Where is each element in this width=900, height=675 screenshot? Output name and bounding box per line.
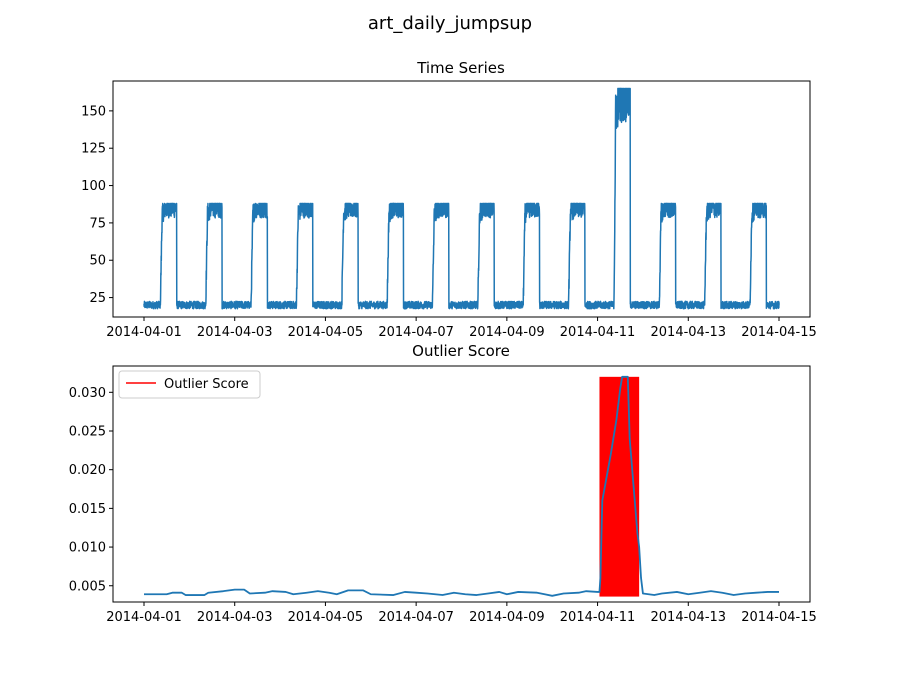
outlier-region: [599, 376, 640, 597]
outlier-score-x-tick-label: 2014-04-01: [106, 610, 182, 625]
outlier-score-x-ticks: 2014-04-01 2014-04-03 2014-04-05 2014-04-07…: [106, 602, 817, 625]
outlier-score-y-tick-label: 0.030: [69, 386, 106, 401]
outlier-score-line: [144, 375, 779, 597]
legend-box: [118, 370, 261, 399]
outlier-score-x-tick-label: 2014-04-07: [378, 610, 454, 625]
figure-suptitle: art_daily_jumpsup: [368, 13, 532, 34]
time-series-frame: [112, 80, 811, 318]
outlier-score-y-tick-label: 0.015: [69, 502, 106, 517]
time-series-x-tick-label: 2014-04-15: [741, 325, 817, 340]
outlier-score-title: Outlier Score: [412, 342, 510, 360]
time-series-y-tick-label: 150: [81, 104, 106, 119]
time-series-x-tick-label: 2014-04-11: [560, 325, 636, 340]
time-series-y-tick-label: 75: [89, 216, 106, 231]
time-series-y-tick-label: 100: [81, 179, 106, 194]
legend-label: Outlier Score: [164, 377, 249, 392]
time-series-x-tick-label: 2014-04-01: [106, 325, 182, 340]
time-series-title: Time Series: [416, 59, 505, 77]
outlier-score-y-tick-label: 0.025: [69, 424, 106, 439]
outlier-score-y-tick-label: 0.010: [69, 541, 106, 556]
outlier-score-x-tick-label: 2014-04-05: [288, 610, 364, 625]
outlier-score-axes: Outlier Score 0.0050.0100.0150.0200.0250…: [69, 342, 817, 625]
outlier-score-x-tick-label: 2014-04-13: [651, 610, 727, 625]
outlier-score-y-tick-label: 0.020: [69, 463, 106, 478]
time-series-y-tick-label: 125: [81, 142, 106, 157]
time-series-x-tick-label: 2014-04-03: [197, 325, 273, 340]
outlier-score-line-group: [144, 375, 779, 597]
legend: Outlier Score: [118, 370, 261, 399]
time-series-x-tick-label: 2014-04-13: [651, 325, 727, 340]
outlier-score-x-tick-label: 2014-04-03: [197, 610, 273, 625]
time-series-x-tick-label: 2014-04-07: [378, 325, 454, 340]
outlier-score-frame: [112, 365, 811, 603]
time-series-x-tick-label: 2014-04-09: [469, 325, 545, 340]
time-series-x-ticks: 2014-04-01 2014-04-03 2014-04-05 2014-04-07…: [106, 317, 817, 340]
time-series-y-ticks: 25 50 75 100 125 150: [81, 104, 113, 306]
time-series-x-tick-label: 2014-04-05: [288, 325, 364, 340]
outlier-score-x-tick-label: 2014-04-15: [741, 610, 817, 625]
outlier-region-group: [599, 376, 640, 597]
outlier-score-x-tick-label: 2014-04-11: [560, 610, 636, 625]
time-series-line-group: [143, 87, 780, 310]
time-series-line: [143, 87, 780, 310]
outlier-score-x-tick-label: 2014-04-09: [469, 610, 545, 625]
time-series-y-tick-label: 50: [89, 254, 106, 269]
outlier-score-y-ticks: 0.005 0.010 0.015 0.020 0.025 0.030: [69, 386, 113, 594]
time-series-y-tick-label: 25: [89, 291, 106, 306]
outlier-score-y-tick-label: 0.005: [69, 579, 106, 594]
